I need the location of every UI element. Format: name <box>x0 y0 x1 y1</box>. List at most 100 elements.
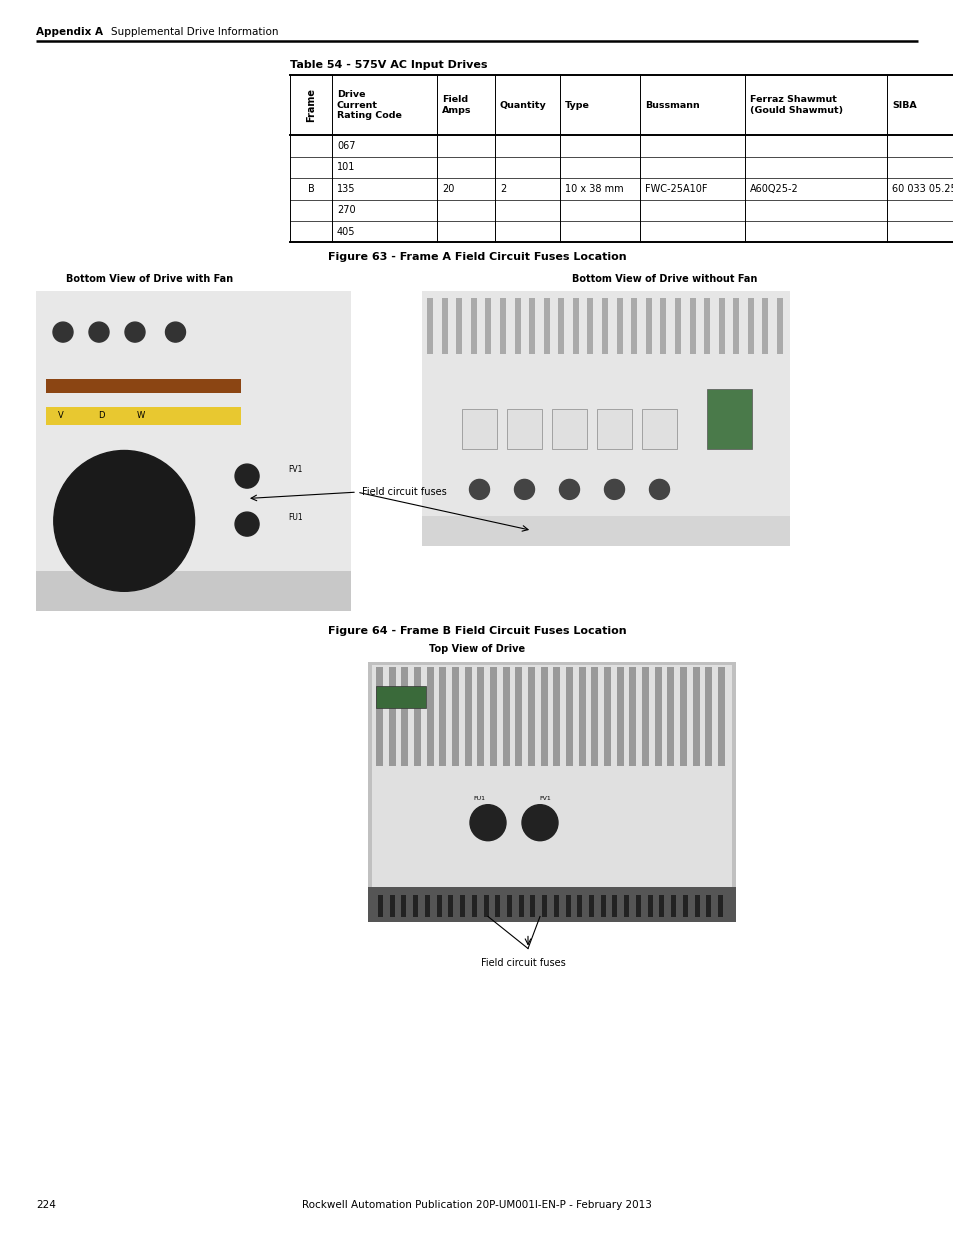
Circle shape <box>521 805 558 841</box>
Bar <box>645 298 651 354</box>
Bar <box>565 894 570 916</box>
Bar <box>718 894 722 916</box>
Text: Rockwell Automation Publication 20P-UM001I-EN-P - February 2013: Rockwell Automation Publication 20P-UM00… <box>302 1200 651 1210</box>
Text: Bottom View of Drive without Fan: Bottom View of Drive without Fan <box>572 274 757 284</box>
Bar <box>421 290 789 546</box>
Text: Appendix A: Appendix A <box>36 27 103 37</box>
Circle shape <box>53 451 194 592</box>
Text: 101: 101 <box>336 162 355 172</box>
Bar <box>46 406 241 425</box>
Text: 20: 20 <box>441 184 454 194</box>
Bar <box>612 894 617 916</box>
Text: 224: 224 <box>36 1200 56 1210</box>
Bar <box>529 298 535 354</box>
Bar <box>616 298 622 354</box>
Circle shape <box>125 322 145 342</box>
Bar <box>441 298 447 354</box>
Bar <box>601 298 607 354</box>
Bar <box>703 298 709 354</box>
Circle shape <box>558 479 578 499</box>
Bar <box>377 894 382 916</box>
Bar <box>470 298 476 354</box>
Bar <box>464 667 471 766</box>
Bar <box>540 667 547 766</box>
Text: Ferraz Shawmut
(Gould Shawmut): Ferraz Shawmut (Gould Shawmut) <box>749 95 842 115</box>
Bar <box>36 290 351 610</box>
Bar <box>527 667 535 766</box>
Bar <box>761 298 767 354</box>
Text: D: D <box>97 411 104 420</box>
Bar <box>577 894 581 916</box>
Circle shape <box>234 464 259 488</box>
Bar <box>401 667 408 766</box>
Bar <box>682 894 687 916</box>
Bar <box>659 894 663 916</box>
Text: SIBA: SIBA <box>891 100 916 110</box>
Bar <box>600 894 605 916</box>
Bar <box>679 667 686 766</box>
Text: Field circuit fuses: Field circuit fuses <box>480 957 565 967</box>
Bar <box>413 894 417 916</box>
Bar <box>565 667 573 766</box>
Bar <box>502 667 509 766</box>
Bar <box>572 298 578 354</box>
Bar <box>670 894 676 916</box>
Bar <box>623 894 629 916</box>
Bar <box>476 667 484 766</box>
Text: Quantity: Quantity <box>499 100 546 110</box>
Circle shape <box>165 322 185 342</box>
Bar <box>552 409 586 448</box>
Text: Figure 63 - Frame A Field Circuit Fuses Location: Figure 63 - Frame A Field Circuit Fuses … <box>327 252 626 263</box>
Bar <box>694 894 699 916</box>
Bar <box>659 298 665 354</box>
Bar <box>448 894 453 916</box>
Text: Drive
Current
Rating Code: Drive Current Rating Code <box>336 90 401 120</box>
Bar <box>705 894 711 916</box>
Bar <box>499 298 505 354</box>
Bar <box>483 894 488 916</box>
Bar <box>514 298 520 354</box>
Text: 2: 2 <box>499 184 506 194</box>
Text: V: V <box>58 411 64 420</box>
Bar <box>776 298 782 354</box>
Circle shape <box>470 805 505 841</box>
Bar <box>689 298 695 354</box>
Bar <box>641 409 677 448</box>
Bar <box>372 664 731 887</box>
Bar <box>654 667 661 766</box>
Bar <box>46 379 241 393</box>
Bar <box>597 409 631 448</box>
Bar <box>603 667 610 766</box>
Bar <box>421 290 789 515</box>
Text: Table 54 - 575V AC Input Drives: Table 54 - 575V AC Input Drives <box>290 61 487 70</box>
Text: 10 x 38 mm: 10 x 38 mm <box>564 184 623 194</box>
Bar <box>588 894 594 916</box>
Bar <box>436 894 441 916</box>
Bar <box>641 667 648 766</box>
Text: Supplemental Drive Information: Supplemental Drive Information <box>111 27 278 37</box>
Text: 067: 067 <box>336 141 355 151</box>
Bar <box>426 667 434 766</box>
Text: 60 033 05.25: 60 033 05.25 <box>891 184 953 194</box>
Bar <box>553 667 559 766</box>
Bar <box>554 894 558 916</box>
Bar <box>506 894 512 916</box>
Text: W: W <box>136 411 145 420</box>
Bar <box>515 667 522 766</box>
Text: FV1: FV1 <box>538 795 550 800</box>
Bar <box>495 894 499 916</box>
Bar <box>390 894 395 916</box>
Bar <box>629 667 636 766</box>
Bar <box>616 667 623 766</box>
Text: Field circuit fuses: Field circuit fuses <box>361 487 446 498</box>
Circle shape <box>514 479 534 499</box>
Circle shape <box>53 322 73 342</box>
Bar <box>414 667 420 766</box>
Text: 270: 270 <box>336 205 355 215</box>
Text: Type: Type <box>564 100 589 110</box>
Bar <box>706 389 751 448</box>
Text: FU1: FU1 <box>473 795 484 800</box>
Text: 135: 135 <box>336 184 355 194</box>
Bar <box>718 298 724 354</box>
Circle shape <box>604 479 624 499</box>
